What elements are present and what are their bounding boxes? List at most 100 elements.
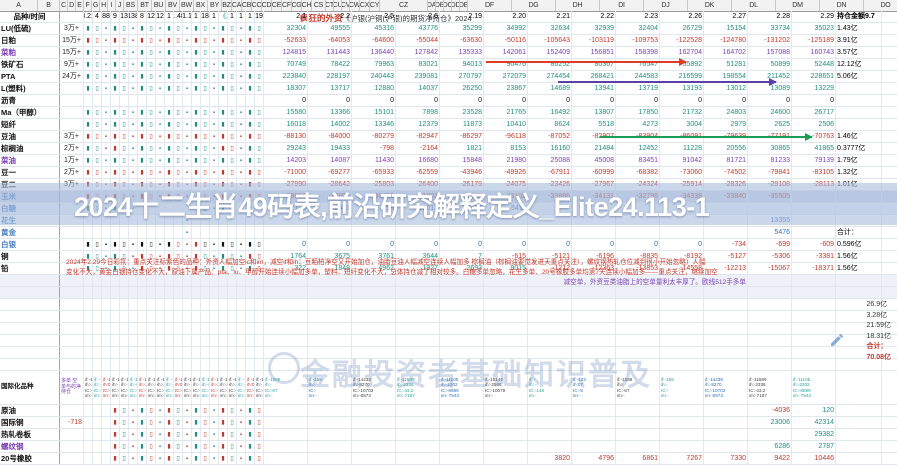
marker-cell[interactable]: ▯ [201,167,210,178]
marker-cell[interactable]: ▮ [246,453,255,464]
marker-cell[interactable]: ▪ [183,453,192,464]
marker-cell[interactable]: ▪ [156,167,165,178]
marker-cell[interactable]: ▮ [138,107,147,118]
value-cell[interactable] [352,453,396,464]
date-header-cell[interactable]: 2.26 [660,11,704,22]
marker-cell[interactable]: ▮ [246,429,255,440]
value-cell[interactable]: 13717 [308,83,352,94]
marker-cell[interactable]: ▪ [210,143,219,154]
row-label[interactable]: 螺纹钢 [0,441,60,452]
date-header-cell[interactable]: 1.22《股指 [219,11,228,22]
value-cell[interactable]: 10410 [484,119,528,130]
micro-cell[interactable]: if:-14238 ih:-8270 IC:-10703 im:-6573 [704,371,748,404]
marker-cell[interactable] [138,227,147,238]
marker-cell[interactable]: ▯ [174,251,183,262]
column-header-d[interactable]: D [68,0,76,11]
grid-cell[interactable] [147,323,156,334]
marker-cell[interactable]: ▯ [120,83,129,94]
grid-cell[interactable] [748,311,792,322]
marker-cell[interactable]: ▪ [156,35,165,46]
marker-cell[interactable] [84,453,93,464]
marker-cell[interactable]: ▮ [165,417,174,428]
grid-cell[interactable] [84,299,93,310]
value-cell[interactable]: 32939 [572,23,616,34]
value-cell[interactable] [264,441,308,452]
value-cell[interactable]: -71000 [264,167,308,178]
grid-cell[interactable] [484,335,528,346]
value-cell[interactable]: 51281 [704,59,748,70]
grid-cell[interactable] [84,275,93,286]
marker-cell[interactable]: ▪ [183,405,192,416]
table-row[interactable]: Ma（甲醇） ▮ ▯ ▪ ▮ ▯ ▪ ▮ ▯ ▪ ▮ ▯ ▪ ▮ ▯ ▪ ▮ ▯ ▪ ▮ ▯ 15580 13366 1510… [0,107,897,119]
marker-cell[interactable]: ▯ [255,119,264,130]
column-header-f[interactable]: F [84,0,92,11]
marker-cell[interactable]: ▪ [210,239,219,250]
date-header-cell[interactable]: 2.19 [440,11,484,22]
grid-cell[interactable] [237,287,246,298]
value-cell[interactable]: 14203 [264,155,308,166]
value-cell[interactable]: -69277 [308,167,352,178]
value-cell[interactable]: -55044 [396,35,440,46]
table-row[interactable]: 螺纹钢 ▮ ▯ ▪ ▮ ▯ ▪ ▮ ▯ ▪ ▮ ▯ ▪ ▮ ▯ ▪ ▮ ▯ 6286 2787 [0,441,897,453]
value-cell[interactable] [440,227,484,238]
marker-cell[interactable] [93,95,102,106]
marker-cell[interactable]: ▯ [228,417,237,428]
date-header-cell[interactable]: 12 [147,11,156,22]
grid-cell[interactable] [210,347,219,358]
grid-cell[interactable] [102,311,111,322]
marker-cell[interactable]: ▪ [237,143,246,154]
grid-cell[interactable] [836,335,882,346]
marker-cell[interactable]: ▯ [201,441,210,452]
marker-cell[interactable]: ▪ [183,239,192,250]
marker-cell[interactable]: ▪ [237,429,246,440]
value-cell[interactable]: 13719 [616,83,660,94]
marker-cell[interactable]: ▪ [129,131,138,142]
row-header-label[interactable]: 品种/时间 [0,11,60,22]
row-lot-size[interactable] [60,239,84,250]
marker-cell[interactable]: ▪ [237,405,246,416]
value-cell[interactable] [704,227,748,238]
value-cell[interactable]: 0 [484,239,528,250]
grid-cell[interactable] [246,359,255,370]
grid-cell[interactable] [84,323,93,334]
date-header-cell[interactable]: 2.23 [616,11,660,22]
marker-cell[interactable]: ▮ [246,71,255,82]
marker-cell[interactable]: ▮ [84,167,93,178]
value-cell[interactable]: 3761 [352,251,396,262]
grid-cell[interactable] [111,275,120,286]
marker-cell[interactable]: ▯ [120,143,129,154]
marker-cell[interactable]: ▯ [255,131,264,142]
value-cell[interactable]: 4962 [352,263,396,274]
marker-cell[interactable]: ▪ [156,441,165,452]
grid-cell[interactable] [528,323,572,334]
grid-cell[interactable] [308,311,352,322]
value-cell[interactable] [704,441,748,452]
table-row[interactable]: 铜 ▮ ▯ ▪ ▮ ▯ ▪ ▮ ▯ ▪ ▮ ▯ ▪ ▮ ▯ ▪ ▮ ▯ ▪ ▮ ▯ 1764 3675 3761 3644 7 -6… [0,251,897,263]
value-cell[interactable]: 16018 [264,119,308,130]
row-label[interactable]: 原油 [0,405,60,416]
grid-cell[interactable] [60,405,84,416]
value-cell[interactable]: -87052 [528,131,572,142]
marker-cell[interactable]: ▯ [201,239,210,250]
grid-cell[interactable] [210,323,219,334]
value-cell[interactable]: 120 [792,405,836,416]
value-cell[interactable]: 7 [440,251,484,262]
marker-cell[interactable]: ▯ [201,453,210,464]
marker-cell[interactable] [84,95,93,106]
marker-cell[interactable]: ▮ [192,131,201,142]
marker-cell[interactable]: ▯ [147,453,156,464]
value-cell[interactable]: 0 [264,95,308,106]
grid-cell[interactable] [264,323,308,334]
grid-cell[interactable] [660,299,704,310]
marker-cell[interactable]: ▮ [84,23,93,34]
marker-cell[interactable]: ▮ [111,35,120,46]
value-cell[interactable] [572,227,616,238]
micro-cell[interactable]: if:-15 ih:-25 IC:-10 im:- [156,371,165,404]
value-cell[interactable]: 20556 [704,143,748,154]
marker-cell[interactable] [102,95,111,106]
value-cell[interactable]: -96118 [484,131,528,142]
marker-cell[interactable]: ▮ [192,107,201,118]
row-lot-size[interactable]: 2万+ [60,167,84,178]
amount-cell[interactable]: 1.56亿 [836,263,882,274]
value-cell[interactable]: -5121 [528,251,572,262]
